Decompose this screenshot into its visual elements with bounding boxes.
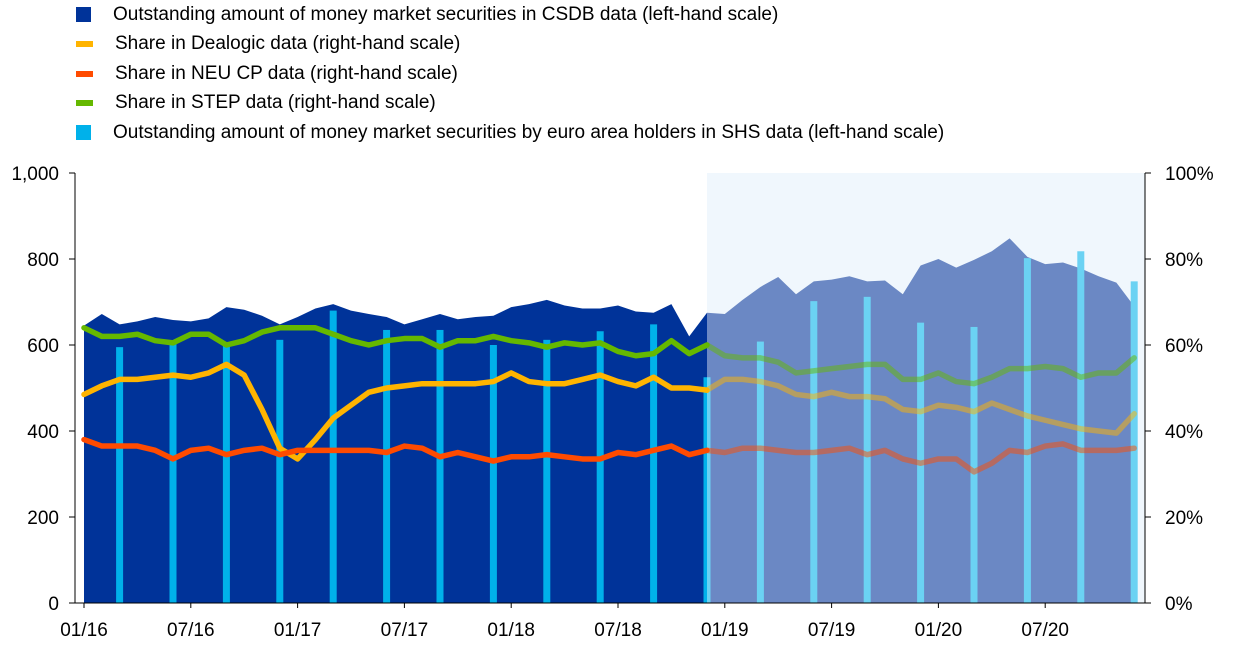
shs-bar [970,326,978,603]
x-tick-label: 01/19 [701,620,749,641]
legend-swatch-shs [76,125,91,141]
right-tick-label: 40% [1165,422,1203,443]
right-tick-label: 0% [1165,594,1193,615]
left-tick-label: 600 [27,336,59,357]
shs-bar [222,342,230,603]
right-tick-label: 100% [1165,164,1214,185]
shs-bar [863,296,871,603]
shs-bar [650,324,658,603]
left-tick-label: 800 [27,250,59,271]
legend-item-neucp: Share in NEU CP data (right-hand scale) [76,59,944,89]
shs-bar [116,347,124,603]
x-tick-label: 07/16 [167,620,215,641]
shs-bar [543,339,551,603]
legend-label-csdb: Outstanding amount of money market secur… [113,3,779,25]
x-tick-label: 07/20 [1021,620,1069,641]
right-tick-label: 20% [1165,508,1203,529]
x-tick-label: 07/17 [381,620,429,641]
legend-item-dealogic: Share in Dealogic data (right-hand scale… [76,30,944,60]
x-tick-label: 01/16 [60,620,108,641]
shs-bar [596,331,604,603]
x-tick-label: 01/17 [274,620,322,641]
line-step [81,325,710,359]
shs-bar [169,342,177,603]
shs-bar [489,345,497,603]
line-dealogic [81,361,710,462]
axes-layer: 0 200 400 600 800 1,000 0% 20% 40% 60% 80% 100% 01/1… [11,164,1213,641]
shs-bar [276,339,284,603]
csdb-area-layer [84,238,1135,604]
legend-swatch-step [76,100,93,107]
line-dealogic-shaded [704,376,1137,436]
left-tick-label: 0 [48,594,59,615]
legend-label-shs: Outstanding amount of money market secur… [113,121,945,143]
legend-swatch-neucp [76,70,93,77]
shs-bar [756,341,764,603]
shs-bar [703,377,711,603]
left-tick-label: 1,000 [11,164,59,185]
x-tick-label: 07/19 [808,620,856,641]
shs-bar [329,310,337,603]
legend-item-step: Share in STEP data (right-hand scale) [76,89,944,119]
shs-bar [1023,258,1031,603]
legend-item-csdb: Outstanding amount of money market secur… [76,0,944,30]
right-tick-label: 80% [1165,250,1203,271]
shs-bar [436,329,444,603]
share-lines-layer [81,325,1137,475]
chart-legend: Outstanding amount of money market secur… [76,0,944,148]
shs-bar [383,329,391,603]
right-tick-label: 60% [1165,336,1203,357]
legend-swatch-dealogic [76,41,93,48]
legend-item-shs: Outstanding amount of money market secur… [76,118,944,148]
line-neucp-shaded [704,441,1137,475]
line-step-shaded [704,342,1137,387]
csdb-area [84,238,1135,604]
x-tick-label: 01/18 [487,620,535,641]
legend-label-neucp: Share in NEU CP data (right-hand scale) [115,62,458,84]
line-neucp [81,436,710,464]
shaded-region-overlay [707,173,1145,603]
shs-bar [1130,281,1138,603]
x-tick-label: 07/18 [594,620,642,641]
x-tick-label: 01/20 [915,620,963,641]
left-tick-label: 200 [27,508,59,529]
left-tick-label: 400 [27,422,59,443]
legend-swatch-csdb [76,7,91,23]
legend-label-dealogic: Share in Dealogic data (right-hand scale… [115,33,461,55]
legend-label-step: Share in STEP data (right-hand scale) [115,92,436,114]
